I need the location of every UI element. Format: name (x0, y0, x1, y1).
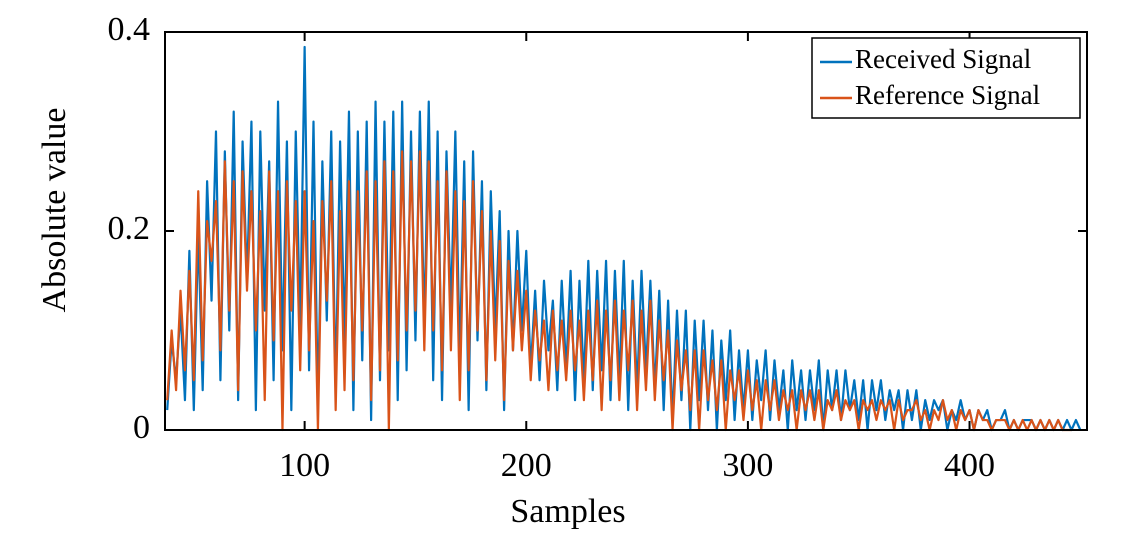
y-axis-label: Absolute value (36, 108, 73, 313)
x-tick-label: 200 (501, 447, 552, 484)
y-tick-label: 0.4 (108, 11, 151, 48)
legend-label: Received Signal (855, 44, 1031, 74)
x-tick-label: 100 (279, 447, 330, 484)
legend-label: Reference Signal (855, 80, 1040, 110)
x-tick-label: 300 (722, 447, 773, 484)
x-tick-label: 400 (944, 447, 995, 484)
x-axis-label: Samples (510, 493, 625, 530)
y-tick-label: 0.2 (108, 210, 151, 247)
y-tick-label: 0 (133, 409, 150, 446)
legend-box (811, 37, 1081, 119)
